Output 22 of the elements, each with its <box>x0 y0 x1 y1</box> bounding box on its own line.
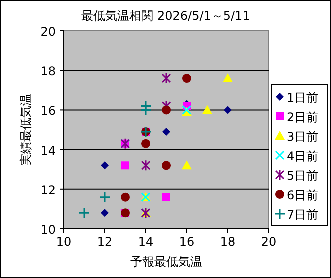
x-tick-label: 16 <box>179 235 195 249</box>
y-tick-label: 12 <box>40 183 56 198</box>
x-tick-label: 12 <box>97 235 113 249</box>
x-tick-label: 10 <box>56 235 72 249</box>
legend-label: 6日前 <box>287 188 319 202</box>
x-tick-label: 14 <box>138 235 154 249</box>
legend-label: 7日前 <box>287 208 319 222</box>
y-tick-label: 14 <box>40 144 56 158</box>
legend-label: 4日前 <box>287 150 319 164</box>
y-tick-label: 18 <box>40 64 56 79</box>
legend-label: 5日前 <box>287 169 319 183</box>
y-tick-label: 16 <box>40 104 56 118</box>
legend-label: 2日前 <box>287 110 319 124</box>
legend-label: 1日前 <box>287 91 319 105</box>
x-axis-title: 予報最低気温 <box>130 255 202 269</box>
x-tick-label: 18 <box>220 235 236 249</box>
y-tick-label: 20 <box>40 25 56 39</box>
x-tick-label: 20 <box>261 235 277 249</box>
legend-label: 3日前 <box>287 130 319 144</box>
chart-title: 最低気温相関 2026/5/1～5/11 <box>82 9 250 23</box>
y-tick-label: 10 <box>40 223 56 237</box>
y-axis-title: 実績最低気温 <box>19 94 33 166</box>
